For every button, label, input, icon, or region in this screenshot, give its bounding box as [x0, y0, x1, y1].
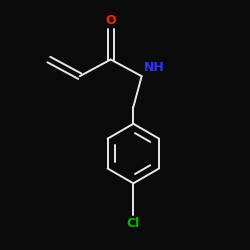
Text: O: O — [106, 14, 116, 27]
Text: Cl: Cl — [127, 218, 140, 230]
Text: NH: NH — [144, 61, 165, 74]
